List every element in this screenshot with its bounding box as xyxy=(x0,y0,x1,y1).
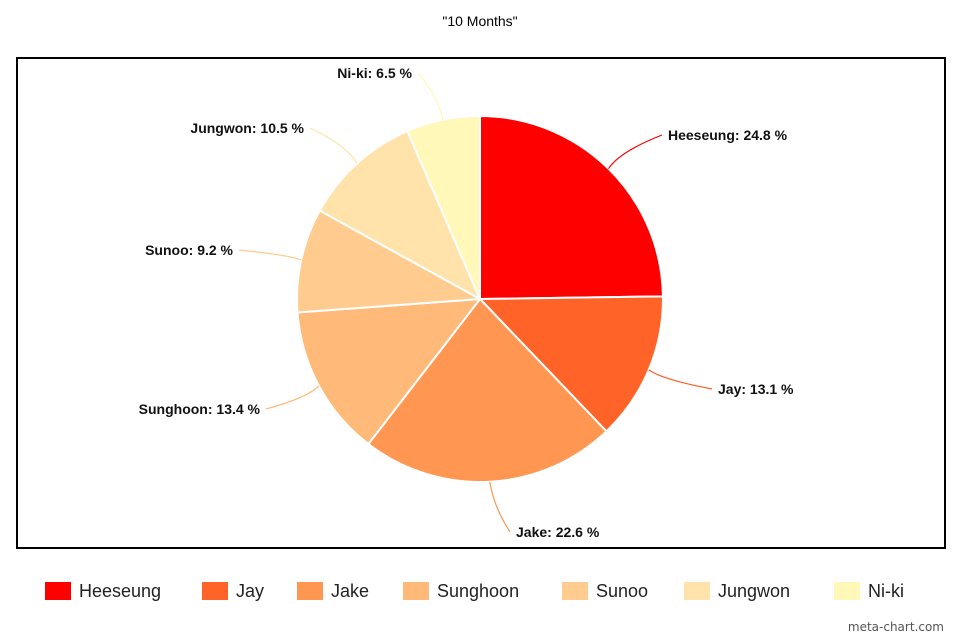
data-label: Sunghoon: 13.4 % xyxy=(139,401,261,417)
leader-line xyxy=(238,249,302,261)
legend-swatch xyxy=(202,582,228,600)
data-label: Jake: 22.6 % xyxy=(516,524,600,540)
legend: Heeseung Jay Jake Sunghoon Sunoo Jungwon… xyxy=(0,577,960,605)
legend-item-sunoo: Sunoo xyxy=(562,577,648,605)
legend-swatch xyxy=(45,582,71,600)
legend-swatch xyxy=(297,582,323,600)
legend-item-ni-ki: Ni-ki xyxy=(834,577,904,605)
chart-title: "10 Months" xyxy=(442,13,518,29)
legend-item-jay: Jay xyxy=(202,577,264,605)
legend-item-sunghoon: Sunghoon xyxy=(403,577,519,605)
legend-swatch xyxy=(834,582,860,600)
leader-line xyxy=(648,369,713,390)
data-label: Sunoo: 9.2 % xyxy=(145,242,233,258)
data-label: Heeseung: 24.8 % xyxy=(668,127,788,143)
legend-label: Jungwon xyxy=(718,580,791,601)
pie-slice-jungwon xyxy=(318,129,483,302)
leader-line xyxy=(265,385,320,410)
legend-label: Heeseung xyxy=(79,580,162,601)
data-label: Jungwon: 10.5 % xyxy=(190,120,304,136)
legend-swatch xyxy=(684,582,710,600)
data-label: Ni-ki: 6.5 % xyxy=(337,65,412,81)
legend-label: Sunghoon xyxy=(437,580,520,601)
pie-slice-ni-ki xyxy=(406,114,481,300)
leader-line xyxy=(489,481,511,533)
data-label: Jay: 13.1 % xyxy=(718,381,794,397)
watermark: meta-chart.com xyxy=(847,620,944,634)
leader-line xyxy=(607,134,663,170)
plot-frame xyxy=(16,57,946,549)
legend-label: Ni-ki xyxy=(868,580,904,601)
legend-item-heeseung: Heeseung xyxy=(45,577,161,605)
legend-label: Sunoo xyxy=(596,580,649,601)
legend-label: Jay xyxy=(236,580,265,601)
legend-item-jungwon: Jungwon xyxy=(684,577,790,605)
legend-swatch xyxy=(562,582,588,600)
pie-slice-heeseung xyxy=(479,114,664,301)
leader-line xyxy=(417,72,444,120)
leader-line xyxy=(309,127,358,164)
legend-label: Jake xyxy=(331,580,370,601)
pie-slice-jake xyxy=(366,297,608,483)
legend-item-jake: Jake xyxy=(297,577,369,605)
legend-swatch xyxy=(403,582,429,600)
